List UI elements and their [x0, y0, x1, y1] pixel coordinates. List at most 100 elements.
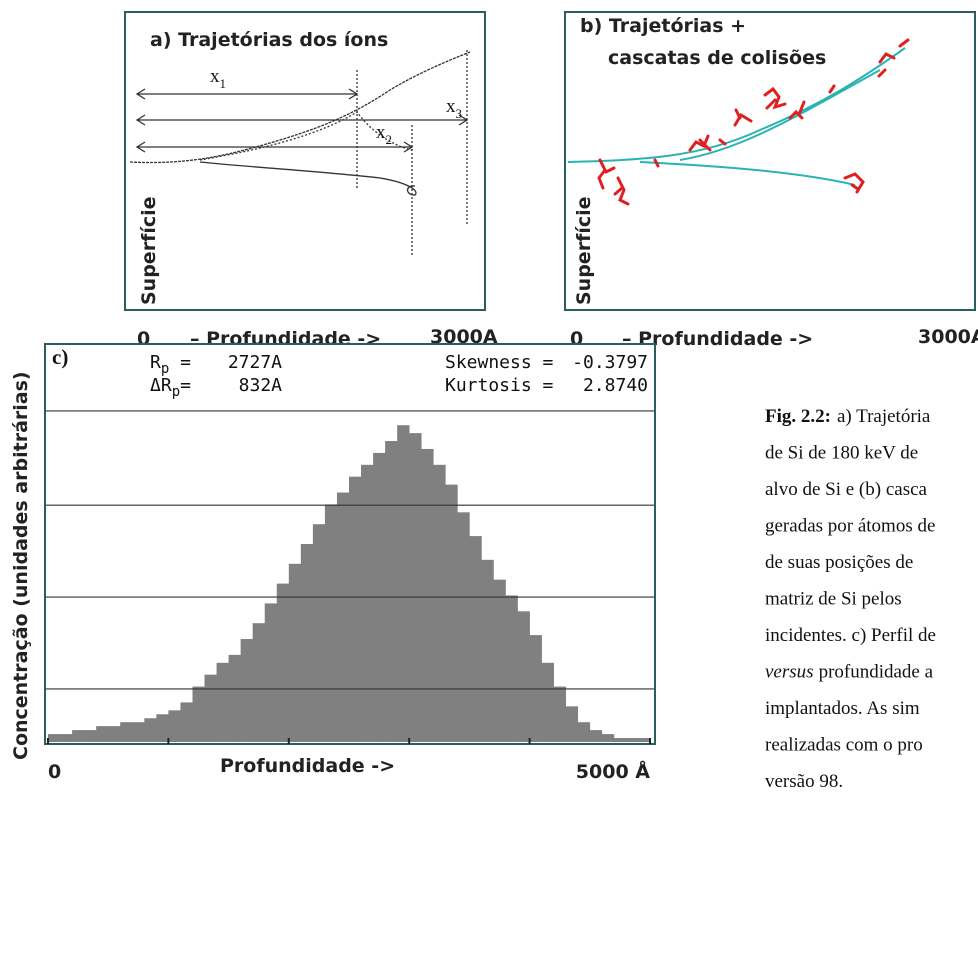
histogram-bar: [144, 718, 156, 742]
stat-sep: =: [169, 352, 191, 373]
caption-text: de Si de 180 keV de: [765, 443, 918, 464]
histogram-bar: [156, 714, 168, 742]
histogram-bar: [554, 687, 566, 742]
caption-line: matriz de Si pelos: [765, 589, 902, 610]
histogram-bar: [337, 493, 349, 742]
distance-sub: 2: [386, 132, 393, 147]
stat-symbol: Skewness: [445, 352, 532, 373]
caption-line: versão 98.: [765, 771, 843, 792]
caption-text: incidentes. c) Perfil de: [765, 625, 936, 646]
histogram-bar: [626, 738, 638, 742]
stat-value: 832A: [239, 375, 283, 396]
figure: a) Trajetórias dos íons x1 x3 x2 Superfí…: [0, 0, 978, 965]
histogram-bar: [409, 433, 421, 742]
histogram-bar: [180, 702, 192, 742]
histogram-bar: [445, 485, 457, 742]
histogram-bar: [493, 580, 505, 742]
histogram-bar: [590, 730, 602, 742]
histogram-bar: [518, 611, 530, 742]
histogram-bar: [349, 477, 361, 742]
x-tick-label: 0: [48, 761, 61, 783]
histogram-bar: [313, 524, 325, 742]
histogram-bar: [277, 584, 289, 742]
panel-label: c): [52, 345, 68, 369]
histogram-bar: [361, 465, 373, 742]
histogram-bar: [72, 730, 84, 742]
panel-b-title: b) Trajetórias +: [580, 15, 746, 37]
histogram-bar: [542, 663, 554, 742]
distance-symbol: x: [446, 96, 456, 117]
stat-label: Kurtosis =: [445, 375, 554, 396]
histogram-bar: [205, 675, 217, 742]
histogram-bar: [60, 734, 72, 742]
histogram-bar: [301, 544, 313, 742]
caption-line: incidentes. c) Perfil de: [765, 625, 936, 646]
histogram-bar: [48, 734, 60, 742]
axis-end: 3000A: [918, 326, 978, 348]
histogram-bar: [84, 730, 96, 742]
surface-label: Superfície: [573, 196, 595, 305]
y-axis-label: Concentração (unidades arbitrárias): [10, 371, 32, 760]
caption-text: versão 98.: [765, 771, 843, 792]
stat-sep: =: [180, 375, 191, 396]
caption-line: geradas por átomos de: [765, 516, 935, 537]
histogram-bar: [397, 425, 409, 742]
caption-line: Fig. 2.2: a) Trajetória: [765, 406, 931, 427]
caption-line: realizadas com o pro: [765, 735, 923, 756]
caption-line: implantados. As sim: [765, 698, 920, 719]
distance-sub: 3: [456, 106, 463, 121]
histogram-bar: [217, 663, 229, 742]
caption-text: matriz de Si pelos: [765, 589, 902, 610]
distance-symbol: x: [210, 66, 220, 87]
histogram-bar: [638, 738, 650, 742]
histogram-bar: [602, 734, 614, 742]
histogram-bar: [481, 560, 493, 742]
histogram-bar: [108, 726, 120, 742]
histogram-bar: [325, 504, 337, 742]
histogram-bar: [289, 564, 301, 742]
caption-text: alvo de Si e (b) casca: [765, 479, 928, 500]
histogram-bar: [241, 639, 253, 742]
histogram-bar: [229, 655, 241, 742]
stat-label: Skewness =: [445, 352, 554, 373]
stat-symbol: ΔR: [150, 375, 172, 396]
histogram-bar: [385, 441, 397, 742]
histogram-bar: [566, 706, 578, 742]
histogram-bar: [457, 512, 469, 742]
panel-a-title: a) Trajetórias dos íons: [150, 29, 388, 51]
stat-sep: =: [532, 352, 554, 373]
histogram-bar: [192, 687, 204, 742]
stat-sub: p: [172, 384, 180, 400]
stat-value: 2.8740: [583, 375, 648, 396]
caption-line: de Si de 180 keV de: [765, 443, 918, 464]
stat-value: -0.3797: [572, 352, 648, 373]
histogram-bar: [506, 595, 518, 742]
histogram-bar: [469, 536, 481, 742]
caption-emphasis: versus: [765, 662, 814, 683]
stat-value: 2727A: [228, 352, 282, 373]
caption-text: implantados. As sim: [765, 698, 920, 719]
x-axis-label: Profundidade ->: [220, 755, 395, 777]
surface-label: Superfície: [138, 196, 160, 305]
page: a) Trajetórias dos íons x1 x3 x2 Superfí…: [0, 0, 978, 965]
histogram-bar: [132, 722, 144, 742]
histogram-bar: [614, 738, 626, 742]
caption-text: a) Trajetória: [837, 406, 931, 427]
stat-sep: =: [532, 375, 554, 396]
caption-label: Fig. 2.2:: [765, 406, 831, 427]
histogram-bar: [120, 722, 132, 742]
histogram-bar: [433, 465, 445, 742]
stat-symbol: Kurtosis: [445, 375, 532, 396]
histogram-bar: [265, 603, 277, 742]
caption-text: geradas por átomos de: [765, 516, 935, 537]
histogram-bar: [253, 623, 265, 742]
caption-text: realizadas com o pro: [765, 735, 923, 756]
caption-line: de suas posições de: [765, 552, 913, 573]
distance-symbol: x: [376, 122, 386, 143]
caption: Fig. 2.2: a) Trajetória de Si de 180 keV d…: [765, 406, 936, 792]
histogram-bar: [168, 710, 180, 742]
x-tick-label: 5000 Å: [576, 759, 650, 783]
distance-sub: 1: [220, 76, 227, 91]
histogram-bar: [421, 449, 433, 742]
